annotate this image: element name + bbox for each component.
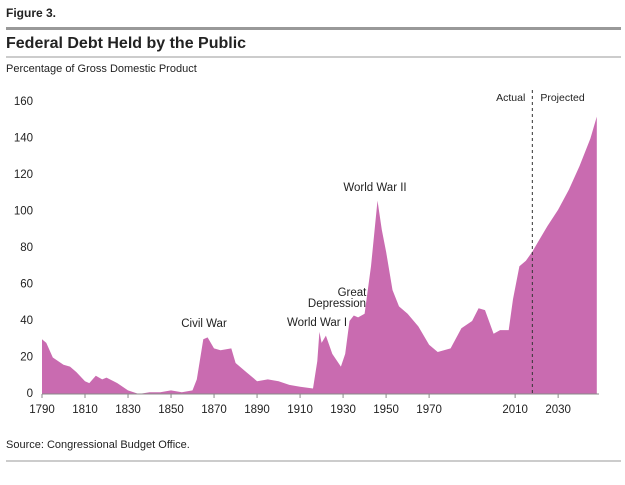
x-tick-label: 1870: [201, 404, 227, 416]
projected-label: Projected: [540, 92, 585, 104]
x-tick-label: 1790: [29, 404, 55, 416]
x-tick-label: 1910: [287, 404, 313, 416]
annotation: World War II: [343, 182, 406, 194]
x-tick-label: 1890: [244, 404, 270, 416]
chart-subtitle: Percentage of Gross Domestic Product: [6, 63, 197, 75]
x-tick-label: 1970: [416, 404, 442, 416]
chart-title: Federal Debt Held by the Public: [6, 35, 246, 52]
y-tick-label: 80: [20, 242, 33, 254]
x-tick-label: 1950: [373, 404, 399, 416]
source-note: Source: Congressional Budget Office.: [6, 439, 190, 451]
x-tick-label: 1930: [330, 404, 356, 416]
y-tick-label: 120: [14, 169, 33, 181]
top-rule: [6, 27, 621, 30]
figure-label: Figure 3.: [6, 6, 56, 20]
y-tick-label: 40: [20, 315, 33, 327]
y-tick-label: 160: [14, 96, 33, 108]
y-tick-label: 60: [20, 279, 33, 291]
x-tick-label: 2010: [502, 404, 528, 416]
x-tick-label: 1830: [115, 404, 141, 416]
y-tick-label: 20: [20, 352, 33, 364]
annotation: Depression: [308, 298, 366, 310]
actual-label: Actual: [496, 92, 525, 104]
x-tick-label: 1810: [72, 404, 98, 416]
x-tick-label: 2030: [545, 404, 571, 416]
x-tick-label: 1850: [158, 404, 184, 416]
annotation: World War I: [287, 317, 347, 329]
y-tick-label: 140: [14, 133, 33, 145]
annotation: Civil War: [181, 318, 227, 330]
y-tick-label: 100: [14, 206, 33, 218]
y-tick-label: 0: [27, 388, 33, 400]
debt-area: [42, 116, 597, 394]
annotation: Great: [338, 287, 368, 299]
